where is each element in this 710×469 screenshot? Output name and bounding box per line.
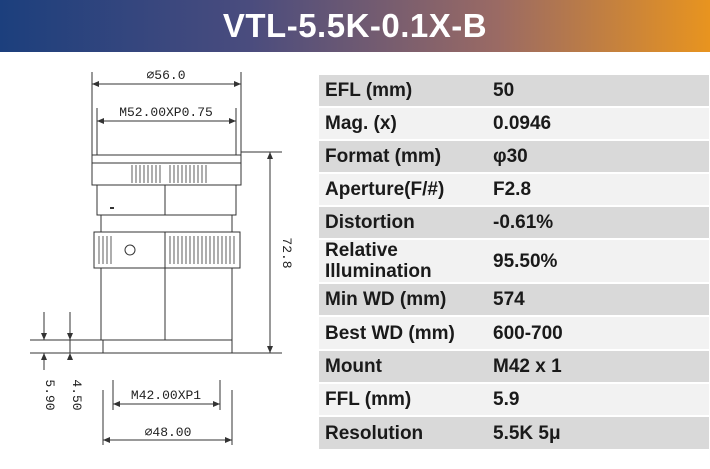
spec-key: Resolution [319, 416, 487, 451]
spec-key: Aperture(F/#) [319, 173, 487, 207]
spec-row: FFL (mm) 5.9 [319, 383, 709, 417]
spec-value: 5.9 [487, 383, 709, 417]
spec-table: EFL (mm) 50 Mag. (x) 0.0946 Format (mm) φ30 Ap… [319, 75, 709, 451]
spec-value: F2.8 [487, 173, 709, 207]
spec-row: Mag. (x) 0.0946 [319, 107, 709, 141]
spec-key: Mag. (x) [319, 107, 487, 141]
spec-row: Aperture(F/#) F2.8 [319, 173, 709, 207]
spec-value: 600-700 [487, 316, 709, 351]
spec-value: 5.5K 5μ [487, 416, 709, 451]
spec-row: Best WD (mm) 600-700 [319, 316, 709, 351]
page-title: VTL-5.5K-0.1X-B [222, 7, 488, 44]
spec-key: Distortion [319, 206, 487, 240]
spec-row: Distortion -0.61% [319, 206, 709, 240]
spec-value: φ30 [487, 140, 709, 174]
spec-value: M42 x 1 [487, 350, 709, 384]
spec-key: Relative Illumination [319, 239, 487, 284]
dim-thread-bottom: M42.00XP1 [131, 388, 201, 403]
spec-row: Format (mm) φ30 [319, 140, 709, 174]
dim-bottom-diameter: ∅48.00 [145, 425, 192, 440]
spec-key: Min WD (mm) [319, 283, 487, 317]
spec-key: Mount [319, 350, 487, 384]
spec-value: 95.50% [487, 239, 709, 284]
spec-row: EFL (mm) 50 [319, 75, 709, 108]
dim-thread-top: M52.00XP0.75 [119, 105, 213, 120]
spec-value: 0.0946 [487, 107, 709, 141]
spec-key: FFL (mm) [319, 383, 487, 417]
dim-flange-a: 5.90 [42, 379, 57, 410]
spec-key: EFL (mm) [319, 75, 487, 108]
dim-length: 72.8 [279, 237, 294, 268]
spec-value: -0.61% [487, 206, 709, 240]
spec-row: Mount M42 x 1 [319, 350, 709, 384]
spec-row: Min WD (mm) 574 [319, 283, 709, 317]
spec-row: Relative Illumination 95.50% [319, 239, 709, 284]
spec-key: Format (mm) [319, 140, 487, 174]
title-banner: VTL-5.5K-0.1X-B [0, 0, 710, 52]
spec-row: Resolution 5.5K 5μ [319, 416, 709, 451]
spec-value: 574 [487, 283, 709, 317]
dim-flange-b: 4.50 [69, 379, 84, 410]
dim-outer-diameter: ∅56.0 [146, 68, 185, 83]
spec-key: Best WD (mm) [319, 316, 487, 351]
spec-value: 50 [487, 75, 709, 108]
lens-drawing: ∅56.0 M52.00XP0.75 M42.00XP1 ∅48.00 72.8… [30, 68, 294, 445]
